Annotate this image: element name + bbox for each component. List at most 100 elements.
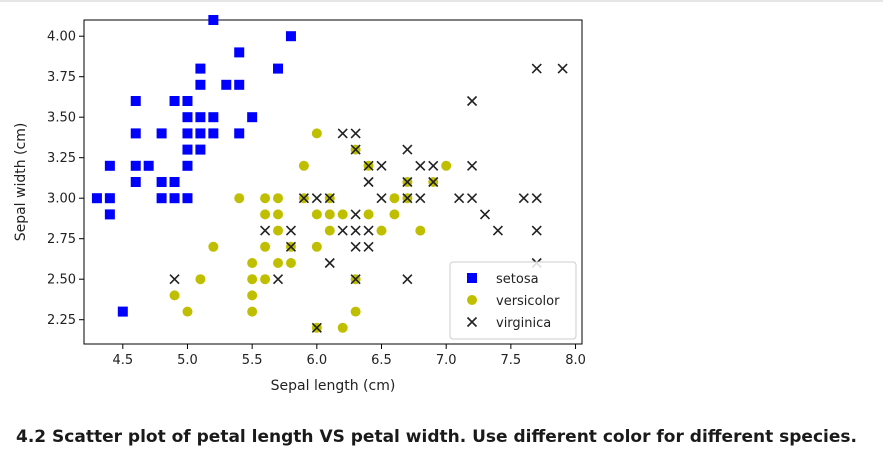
setosa-point: [208, 128, 219, 139]
y-tick-label: 3.00: [47, 192, 76, 207]
versicolor-point: [247, 290, 258, 301]
versicolor-point: [363, 209, 374, 220]
legend-virginica-marker: [466, 316, 478, 328]
y-axis-label: Sepal width (cm): [13, 123, 29, 242]
virginica-point: [557, 63, 568, 74]
virginica-point: [466, 193, 478, 204]
setosa-point: [130, 160, 141, 171]
setosa-point: [156, 177, 167, 187]
versicolor-point: [247, 258, 258, 268]
top-divider: [0, 0, 883, 2]
x-tick-label: 5.5: [242, 353, 263, 368]
setosa-point: [130, 128, 141, 139]
virginica-point: [428, 176, 439, 188]
legend-box: [449, 261, 577, 340]
versicolor-point: [311, 209, 322, 220]
versicolor-point: [260, 193, 271, 204]
virginica-point: [337, 128, 348, 139]
virginica-point: [298, 193, 309, 204]
virginica-point: [350, 274, 361, 285]
virginica-point: [466, 95, 478, 107]
setosa-point: [182, 128, 193, 139]
virginica-point: [311, 193, 322, 204]
data-points: [91, 15, 568, 333]
virginica-point: [324, 193, 335, 204]
virginica-point: [402, 193, 413, 204]
virginica-point: [260, 225, 271, 236]
virginica-point: [350, 241, 361, 252]
scatter-chart: 4.5 5.0 5.5 6.0 6.5 7.0 7.5 8.0 2.25 2.50 2.75 3.00…: [13, 15, 586, 394]
setosa-point: [169, 96, 180, 106]
setosa-point: [208, 112, 219, 123]
virginica-point: [402, 176, 413, 188]
x-tick-label: 4.5: [112, 353, 133, 368]
setosa-point: [182, 144, 193, 155]
setosa-point: [195, 63, 206, 74]
setosa-point: [104, 160, 115, 171]
legend: setosa versicolor virginica: [449, 261, 577, 340]
versicolor-point: [337, 209, 348, 220]
virginica-point: [324, 257, 335, 269]
versicolor-point: [311, 241, 322, 252]
y-tick-label: 2.75: [47, 232, 76, 247]
virginica-point: [518, 193, 529, 204]
versicolor-point: [350, 306, 361, 317]
virginica-point: [479, 209, 491, 220]
setosa-point: [143, 160, 154, 171]
legend-versicolor-marker: [467, 295, 477, 305]
y-tick-label: 3.50: [47, 111, 76, 126]
versicolor-point: [208, 241, 219, 252]
legend-versicolor-label: versicolor: [496, 294, 560, 309]
versicolor-point: [182, 306, 193, 317]
x-axis-label: Sepal length (cm): [271, 378, 396, 394]
setosa-point: [195, 144, 206, 155]
setosa-point: [182, 112, 193, 123]
versicolor-point: [169, 290, 180, 301]
setosa-point: [156, 128, 167, 139]
y-tick-label: 2.50: [47, 273, 76, 288]
versicolor-point: [195, 274, 206, 285]
versicolor-point: [337, 322, 348, 333]
versicolor-point: [273, 209, 284, 220]
versicolor-point: [273, 225, 284, 236]
setosa-point: [247, 112, 258, 123]
x-tick-label: 7.5: [501, 353, 522, 368]
virginica-point: [350, 225, 361, 236]
versicolor-point: [415, 225, 426, 236]
y-tick-label: 3.75: [47, 70, 76, 85]
setosa-point: [234, 47, 245, 58]
setosa-point: [234, 79, 245, 90]
virginica-point: [350, 144, 361, 155]
setosa-point: [195, 128, 206, 139]
section-heading: 4.2 Scatter plot of petal length VS peta…: [16, 427, 857, 447]
x-tick-label: 6.5: [371, 353, 392, 368]
virginica-point: [285, 225, 297, 236]
virginica-point: [337, 225, 348, 236]
setosa-point: [182, 96, 193, 106]
setosa-point: [169, 193, 180, 204]
virginica-point: [531, 225, 542, 236]
setosa-point: [117, 306, 128, 317]
legend-setosa-label: setosa: [496, 272, 539, 287]
setosa-point: [182, 160, 193, 171]
axes: 4.5 5.0 5.5 6.0 6.5 7.0 7.5 8.0 2.25 2.50 2.75 3.00…: [47, 30, 586, 368]
versicolor-point: [389, 193, 400, 204]
virginica-point: [311, 322, 322, 333]
versicolor-point: [273, 258, 284, 268]
versicolor-point: [298, 160, 309, 171]
x-tick-label: 6.0: [306, 353, 327, 368]
x-tick-label: 7.0: [436, 353, 457, 368]
setosa-point: [234, 128, 245, 139]
setosa-point: [104, 193, 115, 204]
versicolor-point: [311, 128, 322, 139]
versicolor-point: [247, 306, 258, 317]
legend-virginica-label: virginica: [496, 316, 551, 331]
setosa-point: [169, 177, 180, 187]
virginica-point: [402, 274, 413, 285]
virginica-point: [363, 241, 374, 252]
virginica-point: [466, 160, 478, 171]
virginica-point: [415, 160, 426, 171]
versicolor-point: [441, 160, 452, 171]
virginica-point: [272, 274, 284, 285]
versicolor-point: [260, 241, 271, 252]
